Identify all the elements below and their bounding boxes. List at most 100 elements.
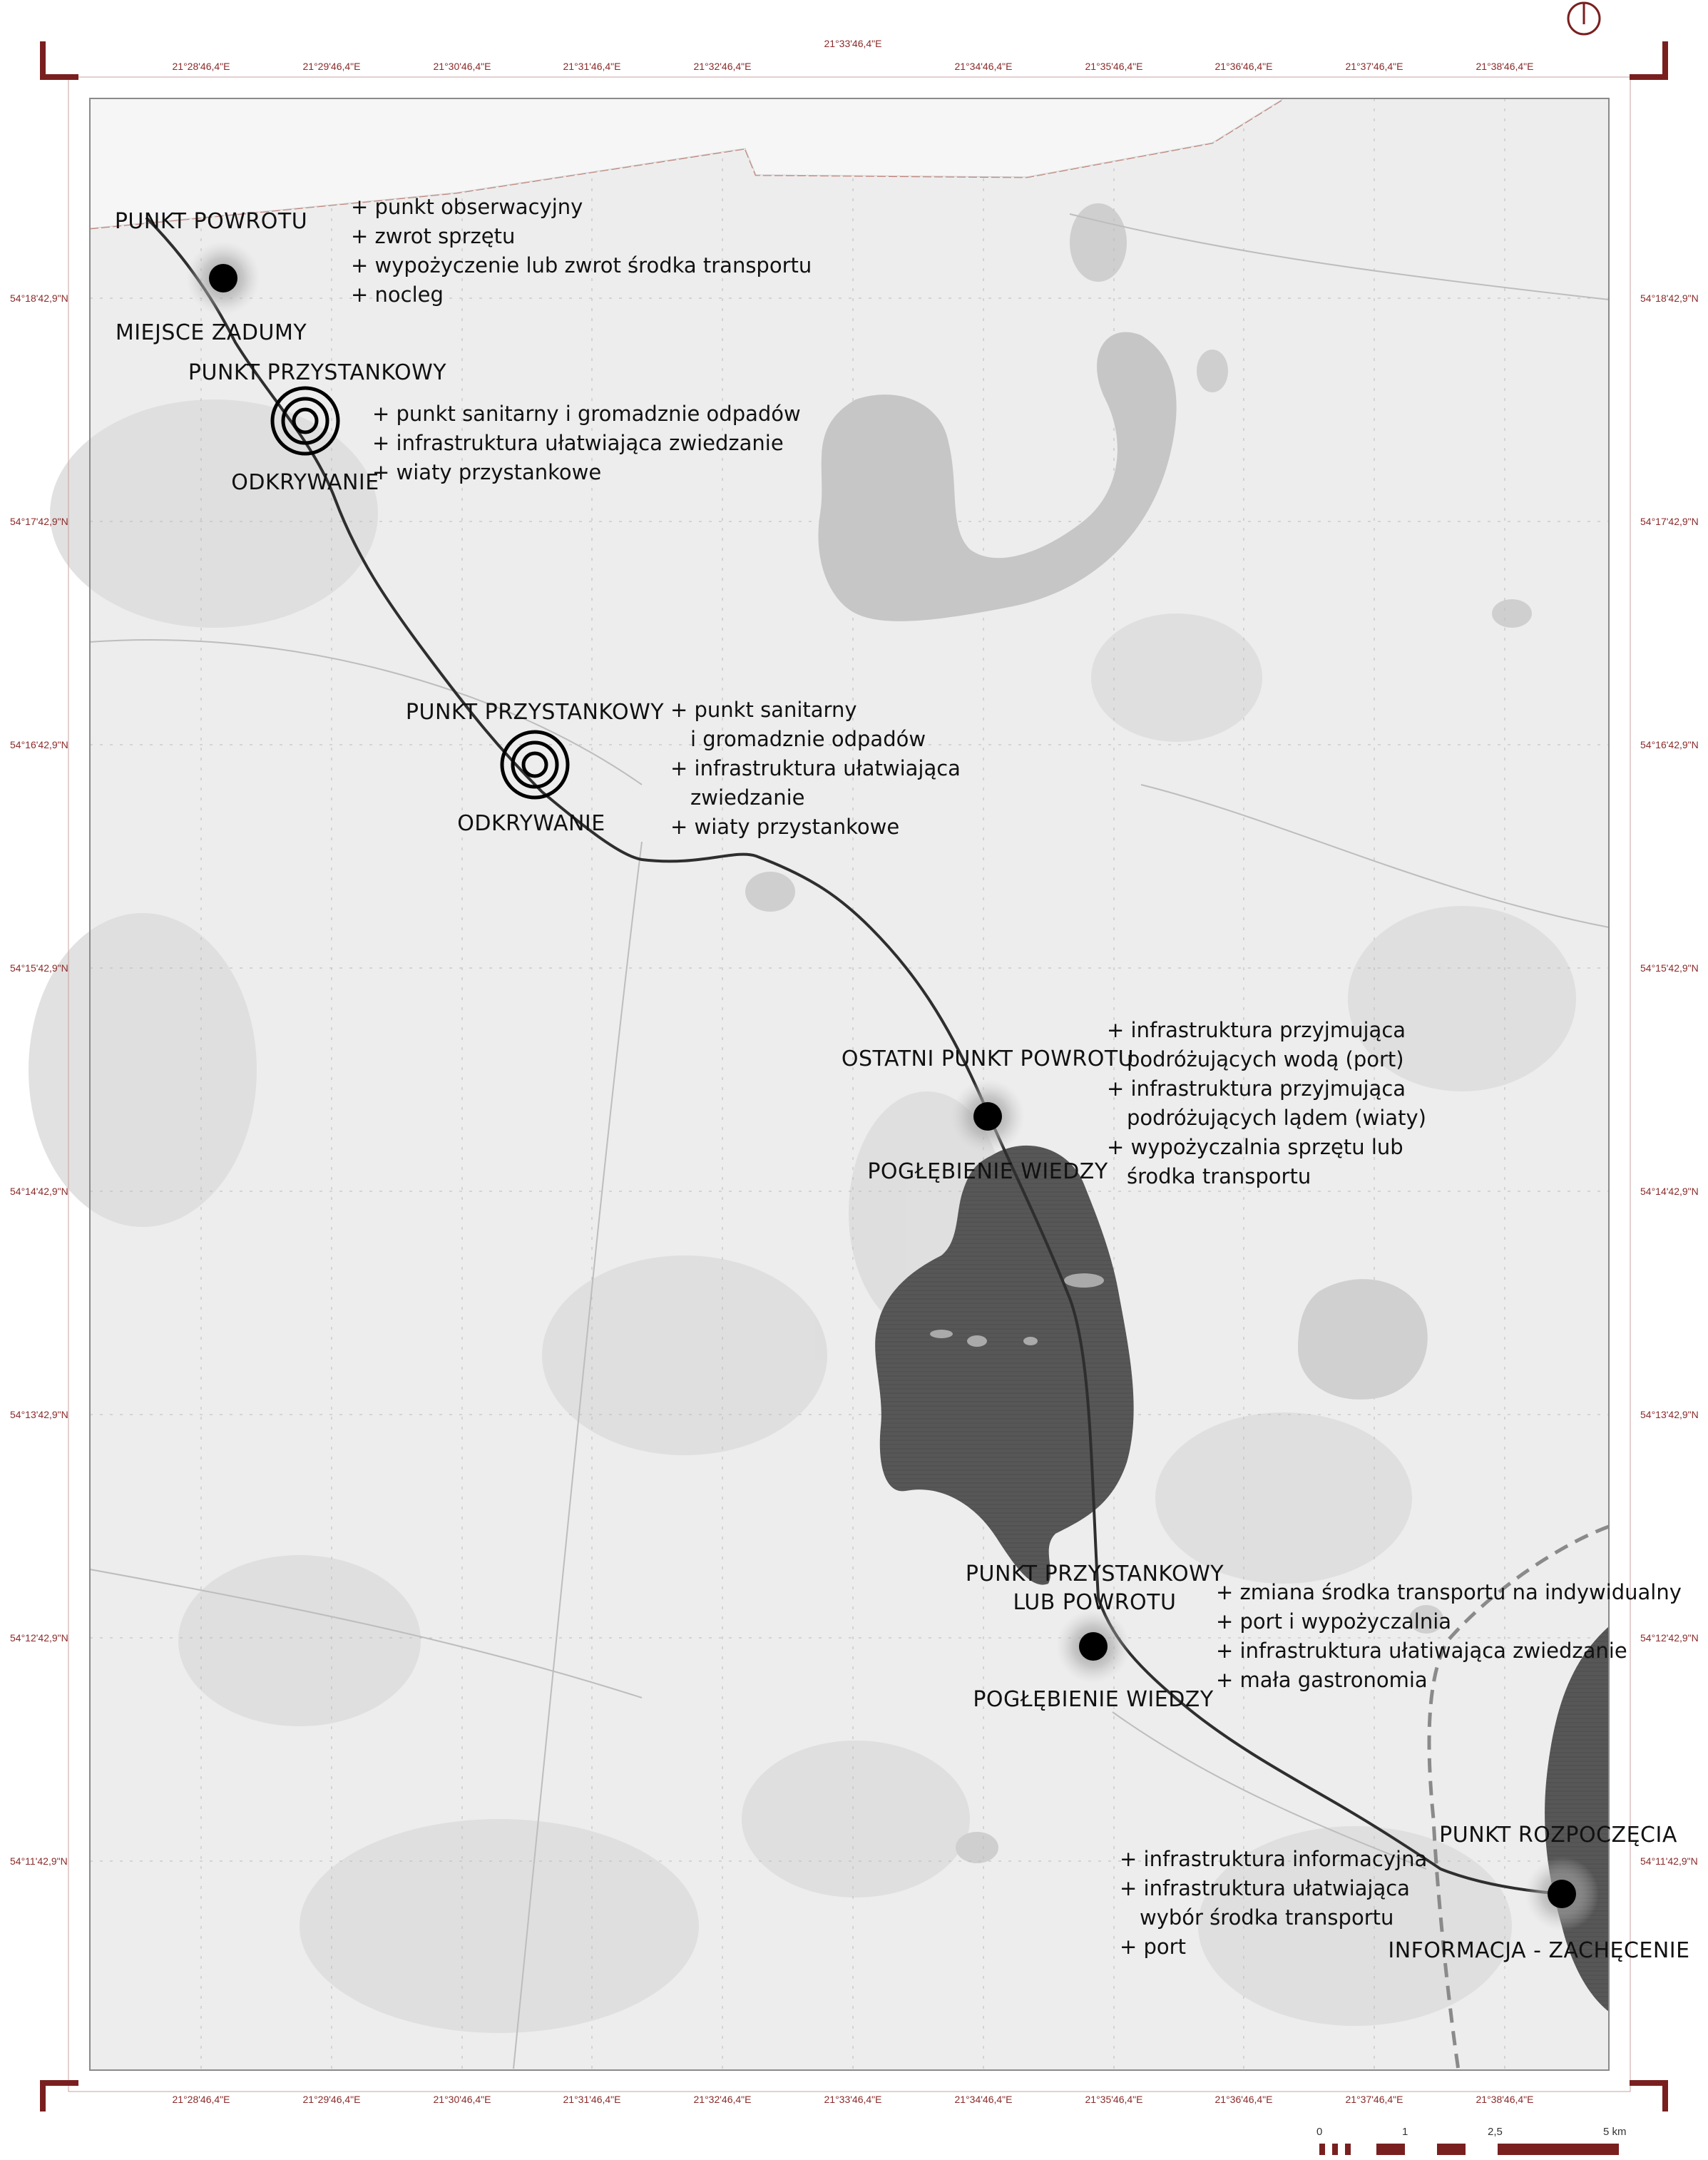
point-subtitle-p2: ODKRYWANIE bbox=[231, 470, 379, 495]
amenity-item: + wiaty przystankowe bbox=[670, 815, 900, 839]
coord-label-bottom: 21°29'46,4"E bbox=[303, 2094, 361, 2105]
lake-main bbox=[875, 1145, 1134, 1585]
outer-frame bbox=[68, 76, 1631, 2092]
point-symbol-p4 bbox=[951, 1079, 1025, 1153]
coord-label-left: 54°16'42,9"N bbox=[10, 739, 68, 750]
coord-label-right: 54°11'42,9"N bbox=[1640, 1855, 1698, 1867]
point-subtitle-p4: POGŁĘBIENIE WIEDZY bbox=[867, 1159, 1108, 1184]
amenity-item: + infrastruktura ułatiwająca zwiedzanie bbox=[1216, 1639, 1627, 1663]
coord-label-top: 21°37'46,4"E bbox=[1346, 61, 1403, 72]
point-symbol-p6 bbox=[1525, 1857, 1599, 1931]
point-symbol-p2 bbox=[270, 386, 340, 456]
coord-label-right: 54°12'42,9"N bbox=[1640, 1632, 1699, 1644]
amenity-item: środka transportu bbox=[1127, 1164, 1311, 1188]
coord-label-top: 21°35'46,4"E bbox=[1085, 61, 1143, 72]
coord-label-top-center: 21°33'46,4"E bbox=[824, 38, 882, 49]
lake-north bbox=[818, 332, 1177, 621]
amenity-item: + wypożyczenie lub zwrot środka transpor… bbox=[351, 253, 812, 277]
coastline bbox=[89, 98, 1285, 229]
point-title-p4: OSTATNI PUNKT POWROTU bbox=[841, 1046, 1135, 1071]
amenity-item: + infrastruktura przyjmująca bbox=[1107, 1076, 1406, 1101]
dashed-road bbox=[1427, 1524, 1610, 2071]
amenities-list-p3: + punkt sanitarny i gromadznie odpadów +… bbox=[670, 696, 961, 842]
amenity-item: wybór środka transportu bbox=[1140, 1905, 1394, 1930]
point-symbol-p3 bbox=[500, 730, 570, 800]
amenity-item: + wiaty przystankowe bbox=[372, 460, 602, 484]
coord-label-bottom: 21°35'46,4"E bbox=[1085, 2094, 1143, 2105]
amenity-item: podróżujących lądem (wiaty) bbox=[1127, 1106, 1426, 1130]
amenity-item: + nocleg bbox=[351, 282, 444, 307]
coordinate-labels: 21°33'46,4"E 21°28'46,4"E 21°29'46,4"E 21°3… bbox=[10, 38, 1699, 2105]
coord-label-top: 21°36'46,4"E bbox=[1215, 61, 1273, 72]
scale-label: 5 km bbox=[1603, 2126, 1627, 2138]
coord-label-left: 54°13'42,9"N bbox=[10, 1409, 68, 1420]
point-symbol-p5 bbox=[1056, 1609, 1130, 1683]
scale-label: 0 bbox=[1316, 2126, 1323, 2138]
coord-label-left: 54°15'42,9"N bbox=[10, 962, 68, 974]
amenities-list-p6: + infrastruktura informacyjna + infrastr… bbox=[1120, 1845, 1427, 1962]
amenity-item: + infrastruktura informacyjna bbox=[1120, 1847, 1428, 1871]
coord-label-bottom: 21°36'46,4"E bbox=[1215, 2094, 1273, 2105]
islands bbox=[930, 1273, 1104, 1347]
amenity-item: + infrastruktura ułatwiająca bbox=[1120, 1876, 1410, 1900]
amenities-list-p2: + punkt sanitarny i gromadznie odpadów +… bbox=[372, 399, 801, 487]
coord-label-left: 54°17'42,9"N bbox=[10, 516, 68, 527]
coord-label-bottom: 21°30'46,4"E bbox=[434, 2094, 491, 2105]
map-frame bbox=[89, 98, 1610, 2071]
amenities-list-p5: + zmiana środka transportu na indywidual… bbox=[1216, 1578, 1682, 1695]
coord-label-right: 54°17'42,9"N bbox=[1640, 516, 1699, 527]
coord-label-top: 21°34'46,4"E bbox=[955, 61, 1013, 72]
coord-label-right: 54°18'42,9"N bbox=[1640, 292, 1699, 304]
coord-label-top: 21°29'46,4"E bbox=[303, 61, 361, 72]
point-subtitle-p1: MIEJSCE ZADUMY bbox=[115, 320, 307, 345]
coord-label-left: 54°11'42,9"N bbox=[10, 1855, 68, 1867]
coord-label-left: 54°18'42,9"N bbox=[10, 292, 68, 304]
coord-label-top: 21°32'46,4"E bbox=[694, 61, 752, 72]
lake-east bbox=[1298, 1279, 1428, 1400]
scale-label: 1 bbox=[1402, 2126, 1408, 2138]
amenity-item: i gromadznie odpadów bbox=[690, 727, 926, 751]
coord-label-bottom: 21°38'46,4"E bbox=[1476, 2094, 1534, 2105]
scale-bar bbox=[1319, 2144, 1619, 2155]
amenity-item: + punkt sanitarny bbox=[670, 698, 857, 722]
roads bbox=[89, 213, 1610, 2069]
corner-marks bbox=[40, 41, 1668, 2111]
scale-label: 2,5 bbox=[1488, 2126, 1503, 2138]
coord-label-right: 54°16'42,9"N bbox=[1640, 739, 1699, 750]
point-subtitle-p3: ODKRYWANIE bbox=[457, 811, 605, 836]
amenities-list-p1: + punkt obserwacyjny + zwrot sprzętu + w… bbox=[351, 193, 812, 310]
amenity-item: + punkt sanitarny i gromadznie odpadów bbox=[372, 402, 801, 426]
amenity-item: + mała gastronomia bbox=[1216, 1668, 1428, 1692]
point-title-p6: PUNKT ROZPOCZĘCIA bbox=[1439, 1823, 1677, 1848]
amenity-item: + port bbox=[1120, 1935, 1186, 1959]
amenity-item: + zwrot sprzętu bbox=[351, 224, 516, 248]
coord-label-bottom: 21°33'46,4"E bbox=[824, 2094, 882, 2105]
amenities-list-p4: + infrastruktura przyjmująca podróżujący… bbox=[1107, 1016, 1426, 1191]
coord-label-right: 54°15'42,9"N bbox=[1640, 962, 1699, 974]
coord-label-bottom: 21°32'46,4"E bbox=[694, 2094, 752, 2105]
coord-label-top: 21°28'46,4"E bbox=[173, 61, 230, 72]
amenity-item: + wypożyczalnia sprzętu lub bbox=[1107, 1135, 1403, 1159]
point-title-p2: PUNKT PRZYSTANKOWY bbox=[188, 360, 447, 385]
coord-label-top: 21°31'46,4"E bbox=[563, 61, 621, 72]
point-subtitle-p5: POGŁĘBIENIE WIEDZY bbox=[973, 1687, 1214, 1712]
route-line bbox=[145, 216, 1563, 1895]
point-title2-p5: LUB POWROTU bbox=[1013, 1590, 1177, 1615]
small-ponds bbox=[745, 203, 1532, 1863]
amenity-item: + port i wypożyczalnia bbox=[1216, 1609, 1452, 1634]
coord-label-top: 21°30'46,4"E bbox=[434, 61, 491, 72]
point-title-p5: PUNKT PRZYSTANKOWY bbox=[965, 1562, 1224, 1586]
amenity-item: + zmiana środka transportu na indywidual… bbox=[1216, 1580, 1682, 1604]
amenity-item: + infrastruktura przyjmująca bbox=[1107, 1018, 1406, 1042]
amenity-item: podróżujących wodą (port) bbox=[1127, 1047, 1404, 1071]
amenity-item: + punkt obserwacyjny bbox=[351, 195, 583, 219]
north-arrow-icon bbox=[1567, 1, 1601, 36]
point-title-p3: PUNKT PRZYSTANKOWY bbox=[405, 700, 665, 725]
point-symbol-p1 bbox=[186, 241, 260, 315]
amenity-item: zwiedzanie bbox=[690, 785, 805, 810]
coord-label-bottom: 21°28'46,4"E bbox=[173, 2094, 230, 2105]
point-subtitle-p6: INFORMACJA - ZACHĘCENIE bbox=[1388, 1938, 1690, 1963]
coord-label-bottom: 21°31'46,4"E bbox=[563, 2094, 621, 2105]
amenity-item: + infrastruktura ułatwiająca zwiedzanie bbox=[372, 431, 784, 455]
